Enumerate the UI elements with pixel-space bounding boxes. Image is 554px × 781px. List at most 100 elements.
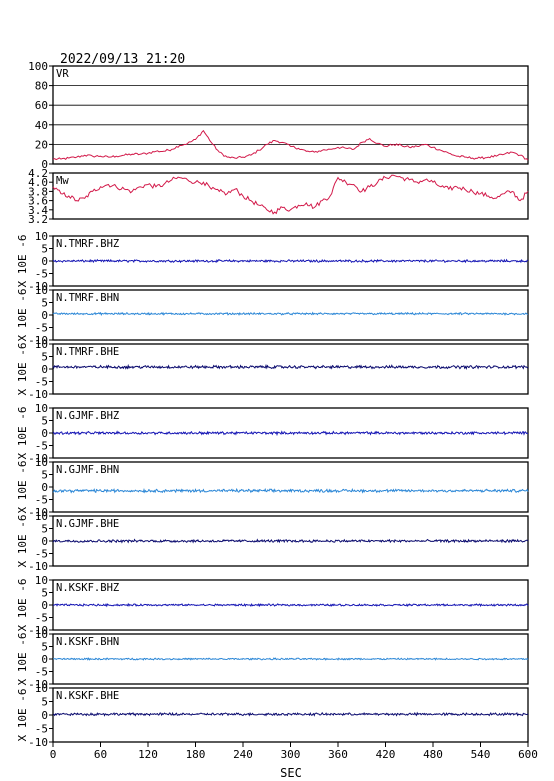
y-tick-label: 5 <box>41 243 48 256</box>
series-line-tmrf-bhz <box>52 258 529 264</box>
y-axis-label: X 10E -6 <box>16 689 29 742</box>
y-tick-label: 10 <box>35 456 48 469</box>
y-tick-label: -10 <box>28 452 48 465</box>
x-tick-label: 120 <box>138 748 158 761</box>
y-tick-label: 3.8 <box>28 185 48 198</box>
panel-label: N.TMRF.BHZ <box>56 238 119 250</box>
y-tick-label: -10 <box>28 280 48 293</box>
y-tick-label: 10 <box>35 230 48 243</box>
y-tick-label: 10 <box>35 682 48 695</box>
y-tick-label: 0 <box>41 653 48 666</box>
y-tick-label: 100 <box>28 60 48 73</box>
y-tick-label: -5 <box>35 376 48 389</box>
x-tick-label: 600 <box>518 748 538 761</box>
y-tick-label: 10 <box>35 338 48 351</box>
y-tick-label: 3.6 <box>28 195 48 208</box>
x-tick-label: 420 <box>376 748 396 761</box>
y-axis-label: X 10E -6 <box>16 343 29 396</box>
y-tick-label: -10 <box>28 334 48 347</box>
panel-frame <box>52 289 529 341</box>
y-tick-label: 80 <box>35 80 48 93</box>
y-axis-label: X 10E -6 <box>16 633 29 686</box>
y-tick-label: 5 <box>41 415 48 428</box>
y-tick-label: -5 <box>35 548 48 561</box>
x-tick-label: 480 <box>423 748 443 761</box>
y-tick-label: 40 <box>35 119 48 132</box>
x-tick-label: 540 <box>471 748 491 761</box>
y-tick-label: 10 <box>35 574 48 587</box>
panel-label: N.TMRF.BHE <box>56 346 119 358</box>
panel-label: Mw <box>56 175 69 187</box>
series-line-vr <box>52 129 529 161</box>
y-tick-label: 3.4 <box>28 204 48 217</box>
y-tick-label: -5 <box>35 268 48 281</box>
series-line-kskf-bhz <box>52 602 529 608</box>
series-line-kskf-bhe <box>52 711 529 717</box>
panel-label: N.KSKF.BHN <box>56 636 119 648</box>
series-line-mw <box>52 174 529 215</box>
x-tick-label: 60 <box>94 748 107 761</box>
panel-label: N.TMRF.BHN <box>56 292 119 304</box>
y-tick-label: 0 <box>41 158 48 171</box>
y-tick-label: 0 <box>41 709 48 722</box>
y-axis-label: X 10E -6 <box>16 515 29 568</box>
y-tick-label: 60 <box>35 99 48 112</box>
series-line-gjmf-bhe <box>52 538 529 544</box>
panel-label: N.KSKF.BHZ <box>56 582 119 594</box>
panel-label: VR <box>56 68 69 80</box>
y-tick-label: 5 <box>41 641 48 654</box>
panel-label: N.GJMF.BHE <box>56 518 119 530</box>
y-tick-label: 20 <box>35 138 48 151</box>
y-axis-label: X 10E -6 <box>16 289 29 342</box>
y-tick-label: 0 <box>41 481 48 494</box>
y-tick-label: 5 <box>41 587 48 600</box>
y-axis-label: X 10E -6 <box>16 235 29 288</box>
header-timestamp: 2022/09/13 21:20 <box>60 52 185 67</box>
y-tick-label: 5 <box>41 469 48 482</box>
panel-frame <box>52 343 529 395</box>
y-tick-label: 3.2 <box>28 213 48 226</box>
y-tick-label: -10 <box>28 560 48 573</box>
y-tick-label: 0 <box>41 599 48 612</box>
y-tick-label: -5 <box>35 612 48 625</box>
x-tick-label: 360 <box>328 748 348 761</box>
y-tick-label: -10 <box>28 624 48 637</box>
y-tick-label: 5 <box>41 351 48 364</box>
series-line-gjmf-bhz <box>52 430 529 437</box>
panel-frame <box>52 65 529 165</box>
x-axis: 0 60 120 180 240 300 360 420 480 540 600 <box>50 742 538 761</box>
y-tick-label: -5 <box>35 723 48 736</box>
y-tick-label: -10 <box>28 506 48 519</box>
y-tick-label: -10 <box>28 736 48 749</box>
y-axis-label: X 10E -6 <box>16 407 29 460</box>
y-tick-label: 0 <box>41 427 48 440</box>
x-tick-label: 180 <box>186 748 206 761</box>
y-tick-label: 0 <box>41 363 48 376</box>
panel-frame <box>52 172 529 220</box>
panel-stack: 020406080100VR3.23.43.63.84.04.2Mw-10-50… <box>16 60 529 749</box>
x-tick-label: 300 <box>281 748 301 761</box>
y-tick-label: -5 <box>35 322 48 335</box>
y-tick-label: -5 <box>35 494 48 507</box>
x-axis-label: SEC <box>280 766 302 780</box>
panel-label: N.KSKF.BHE <box>56 690 119 702</box>
y-tick-label: 0 <box>41 255 48 268</box>
y-tick-label: 5 <box>41 696 48 709</box>
y-tick-label: 4.2 <box>28 167 48 180</box>
series-line-gjmf-bhn <box>52 487 529 494</box>
y-tick-label: 5 <box>41 297 48 310</box>
y-tick-label: -5 <box>35 666 48 679</box>
y-tick-label: 0 <box>41 309 48 322</box>
y-tick-label: 10 <box>35 628 48 641</box>
panel-label: N.GJMF.BHN <box>56 464 119 476</box>
y-tick-label: -10 <box>28 678 48 691</box>
y-axis-label: X 10E -6 <box>16 579 29 632</box>
series-line-tmrf-bhe <box>52 363 529 370</box>
